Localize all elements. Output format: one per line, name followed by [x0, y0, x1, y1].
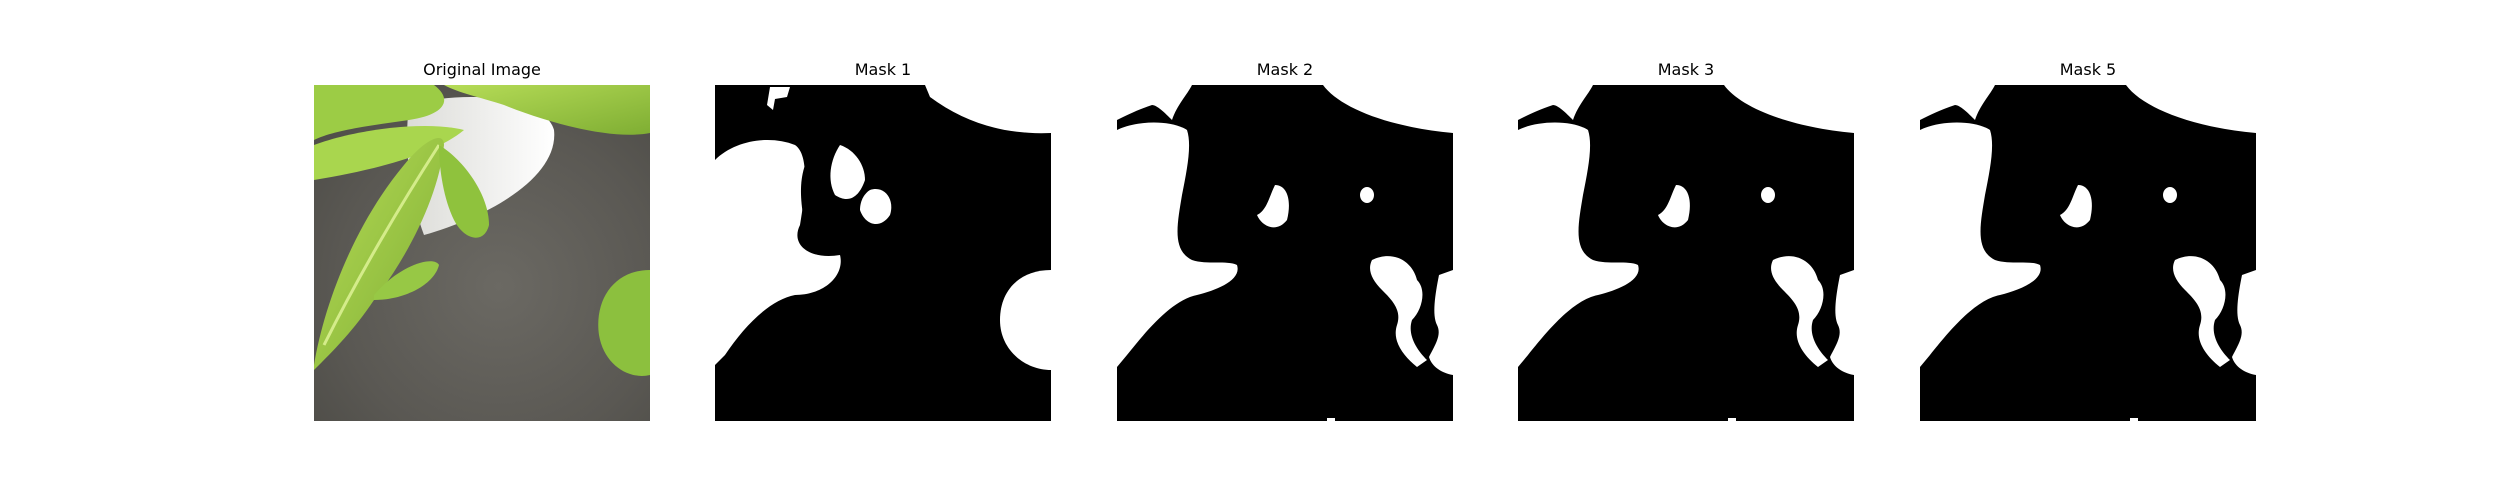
mask-region	[1771, 256, 1828, 367]
leaf-lower	[374, 261, 439, 300]
mask-region	[715, 140, 841, 365]
mask-region	[1327, 418, 1335, 421]
mask-region	[2130, 418, 2138, 421]
mask-region	[767, 87, 790, 110]
mask-region	[1257, 185, 1289, 228]
mask-1-title: Mask 1	[854, 60, 912, 79]
mask-region	[1761, 187, 1775, 203]
leaf-top	[444, 85, 650, 135]
mask-region	[1000, 270, 1051, 370]
leaf-small-hanging	[439, 145, 489, 238]
original-image	[314, 85, 650, 421]
mask-hole	[800, 165, 817, 215]
mask-region	[1920, 85, 1995, 120]
leaf-main	[314, 137, 444, 370]
mask-region	[1920, 85, 2256, 133]
mask-region	[1518, 122, 1639, 367]
mask-5-title: Mask 5	[2059, 60, 2117, 79]
mask-region	[1117, 122, 1238, 367]
mask-region	[2232, 270, 2256, 375]
mask-region	[830, 145, 865, 200]
mask-2-title: Mask 2	[1256, 60, 1314, 79]
mask-region	[1370, 256, 1427, 367]
mask-region	[1117, 85, 1192, 120]
mask-region	[2173, 256, 2230, 367]
original-image-title: Original Image	[423, 60, 541, 79]
mask-region	[2163, 187, 2177, 203]
mask-region	[1117, 85, 1453, 133]
leaf-left-middle	[314, 125, 464, 180]
mask-region	[1920, 122, 2041, 367]
mask-region	[1360, 187, 1374, 203]
mask-1-image	[715, 85, 1051, 421]
mask-region	[2060, 185, 2092, 228]
mask-region	[925, 85, 1051, 134]
mask-3-image	[1518, 85, 1854, 421]
leaf-right-edge	[598, 270, 650, 376]
mask-region	[1728, 418, 1736, 421]
mask-3-title: Mask 3	[1657, 60, 1715, 79]
leaf-vein	[322, 144, 441, 346]
mask-5-image	[1920, 85, 2256, 421]
mask-region	[1830, 270, 1854, 375]
mask-2-image	[1117, 85, 1453, 421]
leaf-upper-left	[314, 85, 445, 140]
mask-region	[1429, 270, 1453, 375]
mask-region	[860, 189, 892, 225]
mask-region	[1518, 85, 1593, 120]
mask-region	[1518, 85, 1854, 133]
mask-region	[1658, 185, 1690, 228]
